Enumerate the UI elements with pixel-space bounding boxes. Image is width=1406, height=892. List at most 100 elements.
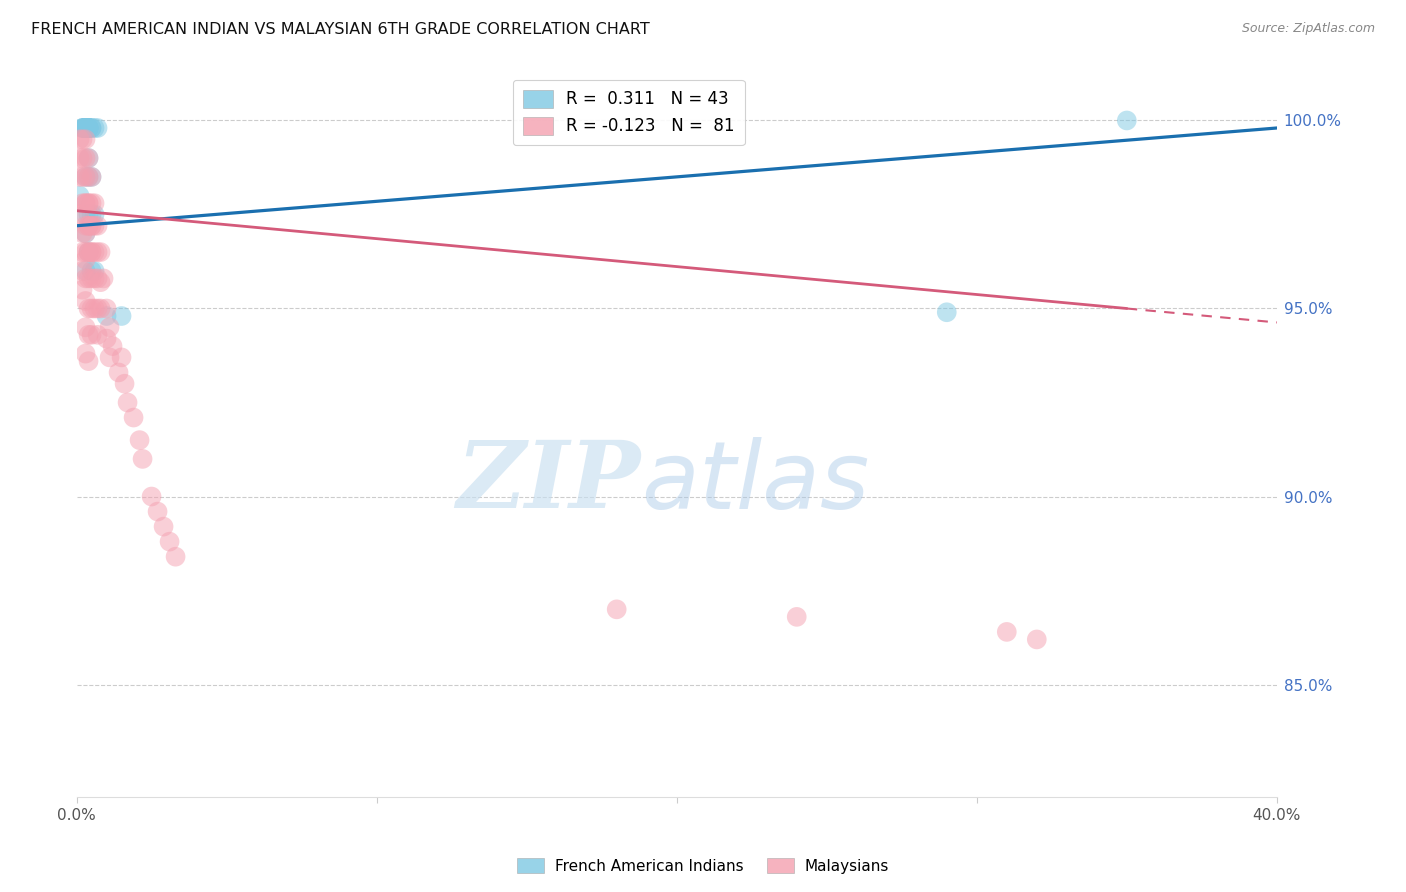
Point bbox=[93, 271, 115, 285]
Point bbox=[117, 395, 139, 409]
Point bbox=[86, 271, 108, 285]
Legend: R =  0.311   N = 43, R = -0.123   N =  81: R = 0.311 N = 43, R = -0.123 N = 81 bbox=[513, 79, 745, 145]
Point bbox=[75, 120, 97, 135]
Point bbox=[75, 120, 97, 135]
Point bbox=[75, 120, 97, 135]
Point bbox=[86, 327, 108, 342]
Point bbox=[77, 120, 100, 135]
Point bbox=[86, 301, 108, 316]
Point bbox=[77, 207, 100, 221]
Point bbox=[75, 207, 97, 221]
Point bbox=[98, 351, 121, 365]
Point bbox=[80, 169, 103, 184]
Point bbox=[159, 534, 181, 549]
Point bbox=[75, 120, 97, 135]
Point bbox=[75, 120, 97, 135]
Point bbox=[77, 354, 100, 368]
Point bbox=[72, 120, 94, 135]
Point bbox=[86, 120, 108, 135]
Point bbox=[80, 245, 103, 260]
Point bbox=[90, 245, 112, 260]
Point bbox=[77, 169, 100, 184]
Point bbox=[86, 219, 108, 233]
Point bbox=[72, 169, 94, 184]
Point bbox=[1025, 632, 1047, 647]
Text: Source: ZipAtlas.com: Source: ZipAtlas.com bbox=[1241, 22, 1375, 36]
Point bbox=[77, 120, 100, 135]
Point bbox=[75, 169, 97, 184]
Point bbox=[80, 219, 103, 233]
Point bbox=[80, 120, 103, 135]
Point bbox=[131, 451, 153, 466]
Legend: French American Indians, Malaysians: French American Indians, Malaysians bbox=[510, 852, 896, 880]
Point bbox=[1115, 113, 1137, 128]
Point bbox=[75, 320, 97, 334]
Point bbox=[80, 264, 103, 278]
Point bbox=[83, 196, 105, 211]
Point bbox=[69, 188, 91, 202]
Point bbox=[75, 169, 97, 184]
Text: ZIP: ZIP bbox=[457, 437, 641, 527]
Point bbox=[69, 132, 91, 146]
Point bbox=[77, 120, 100, 135]
Point bbox=[90, 275, 112, 289]
Point bbox=[80, 327, 103, 342]
Point bbox=[72, 196, 94, 211]
Point bbox=[75, 120, 97, 135]
Point bbox=[77, 245, 100, 260]
Point bbox=[96, 309, 118, 323]
Point bbox=[77, 120, 100, 135]
Point bbox=[69, 151, 91, 165]
Point bbox=[90, 301, 112, 316]
Point bbox=[77, 327, 100, 342]
Point bbox=[165, 549, 187, 564]
Point bbox=[72, 120, 94, 135]
Point bbox=[141, 490, 163, 504]
Point bbox=[75, 227, 97, 241]
Point bbox=[69, 169, 91, 184]
Point bbox=[122, 410, 145, 425]
Point bbox=[72, 120, 94, 135]
Point bbox=[75, 252, 97, 267]
Point bbox=[83, 301, 105, 316]
Point bbox=[72, 151, 94, 165]
Point bbox=[110, 351, 132, 365]
Point bbox=[77, 219, 100, 233]
Point bbox=[80, 207, 103, 221]
Point bbox=[77, 151, 100, 165]
Text: FRENCH AMERICAN INDIAN VS MALAYSIAN 6TH GRADE CORRELATION CHART: FRENCH AMERICAN INDIAN VS MALAYSIAN 6TH … bbox=[31, 22, 650, 37]
Point bbox=[86, 245, 108, 260]
Point bbox=[77, 245, 100, 260]
Point bbox=[101, 339, 124, 353]
Point bbox=[83, 207, 105, 221]
Point bbox=[75, 346, 97, 360]
Point bbox=[77, 301, 100, 316]
Point bbox=[80, 196, 103, 211]
Point bbox=[75, 120, 97, 135]
Point bbox=[80, 301, 103, 316]
Point bbox=[107, 366, 129, 380]
Point bbox=[146, 505, 169, 519]
Point bbox=[72, 245, 94, 260]
Point bbox=[80, 219, 103, 233]
Point bbox=[77, 196, 100, 211]
Point bbox=[83, 120, 105, 135]
Point bbox=[606, 602, 628, 616]
Point bbox=[80, 245, 103, 260]
Text: atlas: atlas bbox=[641, 436, 869, 527]
Point bbox=[77, 271, 100, 285]
Point bbox=[75, 120, 97, 135]
Point bbox=[114, 376, 136, 391]
Point bbox=[75, 151, 97, 165]
Point bbox=[83, 271, 105, 285]
Point bbox=[83, 219, 105, 233]
Point bbox=[110, 309, 132, 323]
Point bbox=[935, 305, 957, 319]
Point bbox=[80, 271, 103, 285]
Point bbox=[83, 264, 105, 278]
Point bbox=[83, 245, 105, 260]
Point bbox=[75, 196, 97, 211]
Point bbox=[80, 120, 103, 135]
Point bbox=[786, 610, 808, 624]
Point bbox=[77, 219, 100, 233]
